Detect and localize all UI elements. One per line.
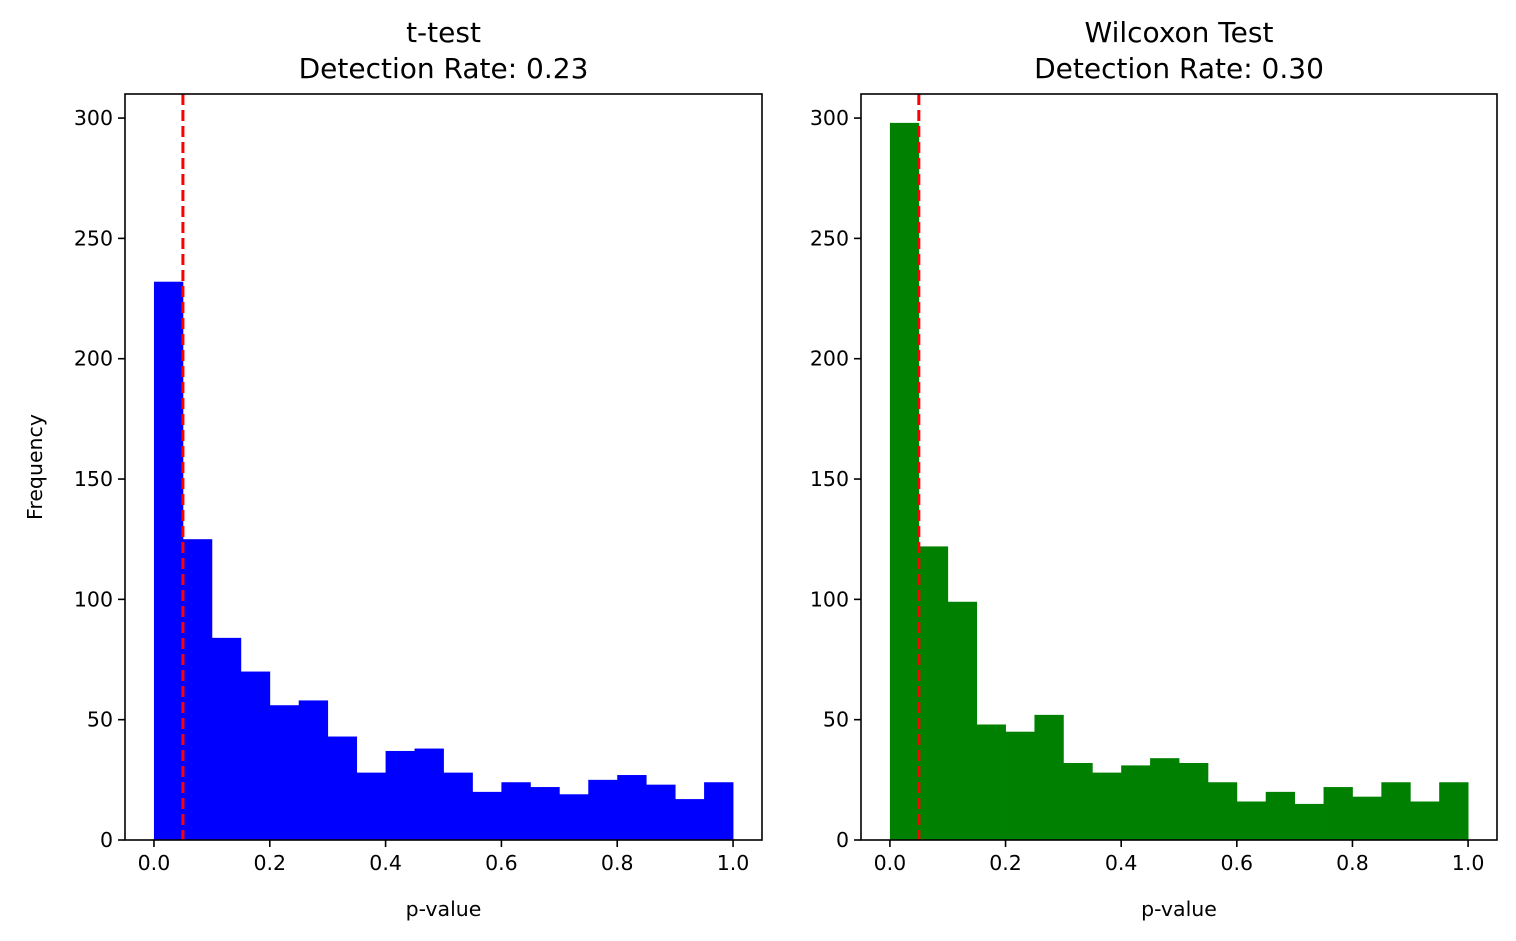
x-tick-label: 0.4 (369, 851, 402, 875)
histogram-bar (617, 775, 647, 840)
y-tick-label: 200 (74, 347, 113, 371)
chart-panel-1: 0.0 0.2 0.4 0.6 0.8 1.0 0 50 100 150 200 250 300 t-te… (23, 16, 763, 921)
y-tick-label: 150 (810, 467, 849, 491)
chart-panel-2: 0.0 0.2 0.4 0.6 0.8 1.0 0 50 100 150 200 250 300 Wilc… (810, 16, 1498, 921)
x-tick-label: 0.2 (253, 851, 286, 875)
histogram-bar (182, 539, 213, 840)
x-axis-label: p-value (1141, 897, 1217, 921)
histogram-bar (298, 700, 329, 840)
histogram-bar (1121, 765, 1151, 840)
y-axis-label: Frequency (23, 414, 47, 520)
histogram-bar (918, 546, 949, 840)
histogram-bar (1381, 782, 1411, 840)
histogram-bar (240, 671, 271, 840)
axes-frame (124, 93, 763, 841)
x-tick-label: 0.6 (1221, 851, 1254, 875)
y-tick-label: 300 (74, 106, 113, 130)
histogram-bar (588, 779, 618, 840)
histogram-bar (1034, 714, 1064, 840)
histogram-bar (1265, 791, 1296, 840)
x-tick-label: 0.0 (138, 851, 171, 875)
y-tick-label: 250 (810, 226, 849, 250)
y-tick-label: 50 (87, 708, 113, 732)
y-tick-label: 300 (810, 106, 849, 130)
y-tick-label: 0 (100, 828, 113, 852)
x-tick-label: 1.0 (1452, 851, 1485, 875)
histogram-bar (1150, 758, 1180, 840)
histogram-bar (1410, 801, 1440, 840)
histogram-bar (646, 784, 676, 840)
histogram-bar (1294, 803, 1324, 840)
chart-subtitle: Detection Rate: 0.30 (1034, 52, 1324, 85)
y-tick-label: 0 (836, 828, 849, 852)
x-tick-label: 0.6 (485, 851, 518, 875)
histogram-bar (530, 787, 560, 840)
histogram-bar (269, 705, 300, 840)
x-axis-label: p-value (406, 897, 482, 921)
chart-title: t-test (406, 16, 481, 49)
histogram-bar (1063, 762, 1093, 840)
histogram-bar (675, 799, 705, 840)
histogram-bar (1179, 762, 1209, 840)
histogram-bar (211, 637, 242, 840)
histogram-bar (1439, 782, 1469, 840)
histogram-bar (472, 791, 502, 840)
y-tick-label: 100 (810, 587, 849, 611)
y-tick-label: 100 (74, 587, 113, 611)
axes-frame (860, 93, 1498, 841)
histogram-bar (356, 772, 386, 840)
histogram-bar (1005, 731, 1035, 840)
x-tick-label: 0.8 (601, 851, 634, 875)
histogram-bar (559, 794, 589, 840)
x-tick-label: 0.2 (989, 851, 1022, 875)
histogram-bar (1092, 772, 1122, 840)
y-tick-label: 150 (74, 467, 113, 491)
histogram-bar (1236, 801, 1267, 840)
histogram-bar (1352, 796, 1382, 840)
x-tick-label: 0.4 (1105, 851, 1138, 875)
y-tick-label: 250 (74, 226, 113, 250)
histogram-bar (501, 782, 531, 840)
chart-subtitle: Detection Rate: 0.23 (299, 52, 589, 85)
histogram-bar (704, 782, 734, 840)
x-tick-label: 0.8 (1336, 851, 1369, 875)
x-tick-label: 0.0 (874, 851, 907, 875)
histogram-bar (947, 601, 978, 840)
chart-title: Wilcoxon Test (1085, 16, 1274, 49)
histogram-bar (1323, 787, 1353, 840)
histogram-bar (153, 281, 184, 840)
histogram-bar (1207, 782, 1238, 840)
histogram-bar (889, 122, 920, 840)
y-tick-label: 50 (823, 708, 849, 732)
y-tick-label: 200 (810, 347, 849, 371)
x-tick-label: 1.0 (717, 851, 750, 875)
histogram-bar (443, 772, 473, 840)
histogram-bar (385, 750, 415, 840)
histogram-bar (414, 748, 444, 840)
histogram-bar (976, 724, 1006, 840)
histogram-bar (327, 736, 358, 840)
